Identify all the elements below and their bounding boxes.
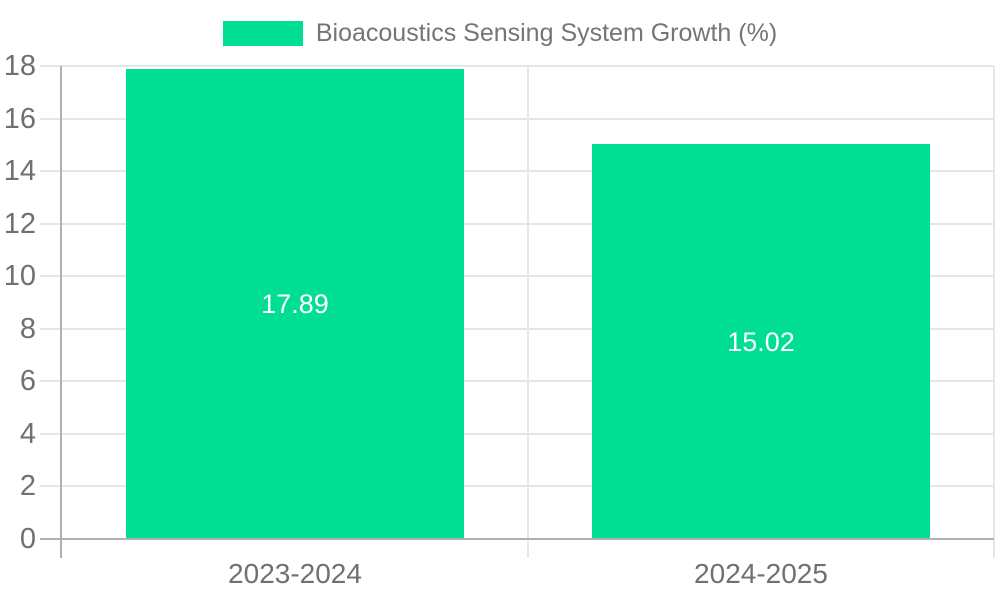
y-gridline: [40, 380, 994, 383]
y-gridline: [40, 485, 994, 488]
bar-value-label: 15.02: [727, 326, 795, 357]
y-axis-tick-label: 12: [3, 207, 36, 240]
y-axis-line: [60, 66, 62, 558]
y-axis-tick-label: 18: [3, 50, 36, 82]
y-gridline: [40, 65, 994, 67]
y-axis-tick-label: 10: [3, 260, 36, 293]
y-axis-tick-label: 16: [3, 102, 36, 135]
y-gridline: [40, 170, 994, 173]
legend: Bioacoustics Sensing System Growth (%): [0, 19, 1000, 48]
y-axis-tick-label: 4: [19, 417, 36, 450]
bar: [126, 68, 464, 539]
y-axis-tick-label: 6: [19, 365, 36, 398]
legend-label: Bioacoustics Sensing System Growth (%): [315, 19, 778, 47]
bar-value-label: 17.89: [261, 288, 329, 319]
y-axis-tick-label: 14: [3, 155, 36, 188]
y-gridline: [40, 222, 994, 225]
bar: [592, 144, 930, 539]
y-gridline: [40, 432, 994, 435]
x-axis-category-label: 2024-2025: [694, 558, 828, 589]
x-axis-baseline: [40, 538, 994, 540]
y-axis-tick-label: 0: [19, 523, 36, 555]
y-axis-tick-label: 8: [19, 312, 36, 345]
legend-swatch: [222, 21, 303, 46]
x-gridline: [993, 66, 995, 558]
x-axis-category-label: 2023-2024: [228, 558, 362, 589]
y-gridline: [40, 327, 994, 330]
y-axis-tick-label: 2: [19, 470, 36, 503]
y-gridline: [40, 117, 994, 120]
y-gridline: [40, 275, 994, 278]
x-gridline: [527, 66, 529, 558]
